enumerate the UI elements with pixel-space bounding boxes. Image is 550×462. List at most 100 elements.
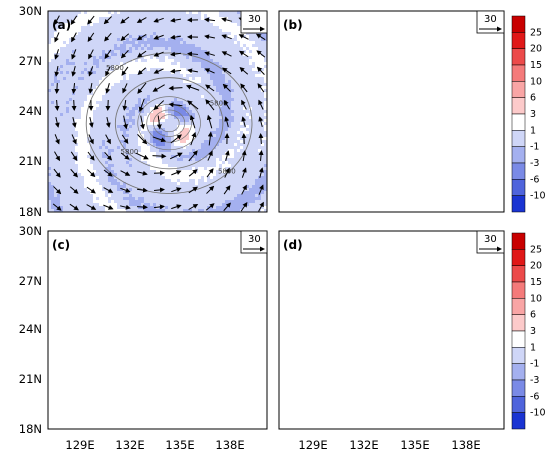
contour-label: 5800 (218, 168, 236, 176)
lat-label-27n: 27N (19, 274, 42, 288)
wind-vector (137, 133, 148, 145)
wind-vector (122, 83, 128, 94)
wind-vector (419, 290, 429, 291)
colorbar-label: 3 (530, 109, 536, 120)
colorbar-label: 20 (530, 44, 542, 55)
wind-vector (171, 170, 182, 176)
wind-vector (221, 51, 232, 57)
wind-vector (436, 289, 445, 293)
wind-vector (370, 302, 375, 314)
lat-label-21n: 21N (19, 154, 42, 168)
wind-vector (258, 116, 264, 127)
wind-vector (303, 252, 307, 261)
wind-vector (302, 372, 308, 380)
wind-vector (386, 255, 395, 259)
wind-vector (205, 203, 215, 211)
wind-vector (337, 270, 342, 279)
wind-vector (287, 320, 289, 330)
wind-vector (71, 32, 77, 43)
wind-vector (437, 390, 444, 397)
wind-vector (286, 355, 290, 364)
wind-vector (319, 236, 325, 244)
wind-vector (453, 239, 463, 242)
wind-vector (103, 187, 114, 193)
wind-vector (103, 169, 113, 177)
wind-vector (136, 204, 148, 210)
wind-vector (88, 49, 94, 60)
wind-vector (171, 187, 182, 193)
wind-vector (386, 272, 395, 277)
colorbar-swatch (511, 162, 526, 180)
wind-vector (136, 33, 147, 41)
wind-vector (286, 337, 289, 346)
wind-vector (368, 374, 377, 378)
wind-vector (320, 337, 323, 346)
wind-vector (152, 153, 167, 159)
colorbar-swatch (511, 396, 526, 413)
lat-label-21n: 21N (19, 372, 42, 386)
wind-vectors (284, 235, 496, 414)
lat-label-27n: 27N (19, 54, 42, 68)
longitude-axis-left: 129E 132E 135E 138E (65, 438, 244, 452)
wind-vector (370, 336, 376, 347)
reference-vector-box: 30 (476, 10, 505, 34)
wind-vector (71, 66, 77, 77)
wind-vector (386, 288, 394, 294)
colorbar-swatch (511, 146, 526, 164)
wind-vector (368, 392, 378, 395)
wind-vector (285, 389, 292, 397)
wind-vector (187, 51, 199, 57)
wind-vector (70, 15, 78, 26)
wind-vector (402, 256, 412, 258)
wind-vector (401, 357, 414, 360)
lon-label-135e: 135E (165, 438, 194, 452)
wind-vector (472, 406, 478, 414)
wind-vector (456, 320, 460, 329)
wind-vector (188, 169, 198, 177)
wind-vector (420, 390, 429, 395)
wind-vector (337, 286, 340, 296)
wind-vector (188, 186, 198, 194)
colorbar-label: 6 (530, 310, 536, 321)
wind-vector (335, 390, 343, 396)
panel-label: (c) (52, 238, 70, 252)
wind-vector (205, 99, 215, 111)
colorbar-swatch (511, 81, 526, 98)
wind-vector (335, 373, 342, 380)
colorbar-label: -1 (530, 359, 539, 370)
wind-vector (338, 320, 339, 330)
wind-vector (304, 286, 305, 296)
wind-vector (53, 168, 61, 178)
wind-vector (402, 239, 412, 241)
wind-vector (105, 83, 111, 94)
colorbar-bottom: 25 20 15 10 6 3 1 -1 -3 -6 -10 (511, 232, 546, 430)
wind-vector (105, 117, 111, 128)
wind-vector (54, 82, 60, 94)
wind-vector (304, 320, 306, 330)
wind-vector (402, 409, 412, 411)
wind-vector (152, 136, 167, 143)
wind-vector (105, 134, 111, 145)
wind-vector (120, 187, 131, 193)
wind-vector (54, 99, 60, 111)
wind-vector (337, 337, 341, 346)
panel-frame (47, 10, 268, 213)
reference-vector-label: 30 (484, 234, 497, 245)
wind-vector (418, 306, 430, 310)
wind-vector (187, 100, 199, 110)
wind-vector (301, 407, 309, 413)
wind-vector (103, 16, 112, 25)
wind-vector (87, 15, 95, 25)
wind-vector (438, 353, 443, 365)
wind-vector (257, 83, 265, 93)
wind-vector (488, 254, 496, 260)
wind-vector (238, 50, 249, 58)
wind-vector (304, 269, 307, 279)
wind-vector (239, 67, 249, 75)
wind-vector (286, 252, 289, 261)
colorbar-label: -3 (530, 375, 539, 386)
anomaly-field (48, 11, 267, 212)
reference-vector-box: 30 (240, 230, 268, 254)
wind-vector (385, 375, 395, 376)
